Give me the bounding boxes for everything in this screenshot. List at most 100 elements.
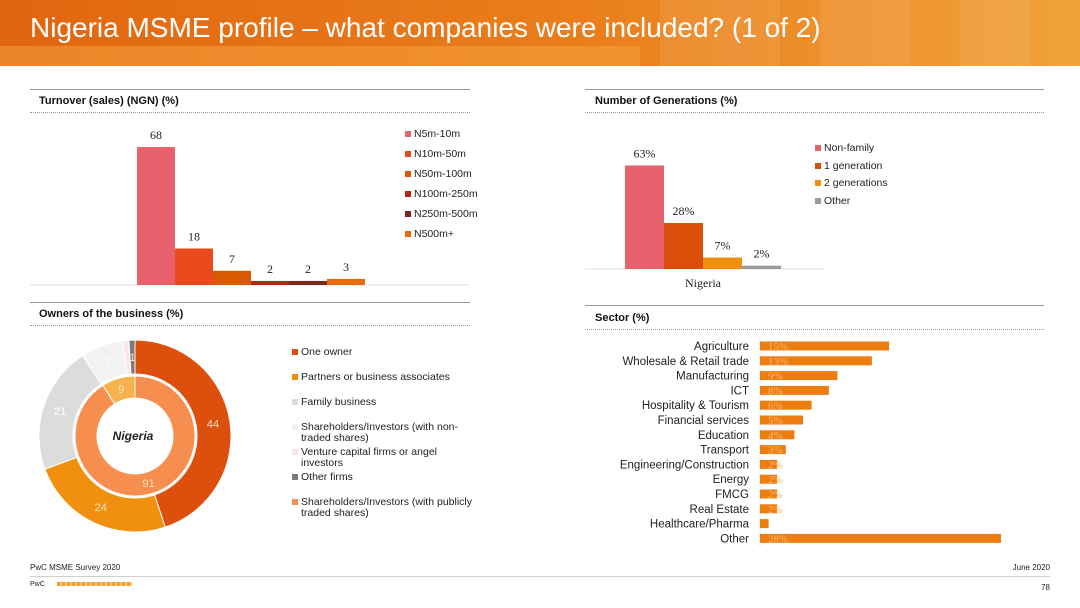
legend-swatch xyxy=(292,474,298,480)
sector-data-label-3: 9% xyxy=(768,371,783,383)
generations-legend-item-4: Other xyxy=(815,195,850,207)
sector-category-label-1: Agriculture xyxy=(694,341,749,353)
footer-date: June 2020 xyxy=(1012,563,1050,572)
turnover-data-label-4: 2 xyxy=(267,262,273,276)
legend-swatch xyxy=(405,131,411,137)
sector-bar-6 xyxy=(760,415,804,425)
sector-heading: Sector (%) xyxy=(595,312,650,324)
legend-label: 2 generations xyxy=(824,177,888,189)
donut-center-label: Nigeria xyxy=(113,429,154,443)
turnover-data-label-3: 7 xyxy=(229,252,235,266)
legend-label: Family business xyxy=(301,396,377,408)
sector-category-label-3: Manufacturing xyxy=(676,371,749,383)
legend-swatch xyxy=(292,499,298,505)
sector-bar-8 xyxy=(760,445,786,455)
sector-category-label-5: Hospitality & Tourism xyxy=(642,400,749,412)
sector-dotted-rule xyxy=(585,329,1044,330)
sector-category-label-2: Wholesale & Retail trade xyxy=(622,356,749,368)
legend-label: One owner xyxy=(301,346,353,358)
legend-label: Non-family xyxy=(824,142,875,154)
sector-category-label-8: Transport xyxy=(700,445,750,457)
legend-swatch xyxy=(815,180,821,186)
sector-data-label-14: 28% xyxy=(768,533,788,545)
legend-swatch xyxy=(405,151,411,157)
generations-bar-3 xyxy=(703,257,742,269)
sector-top-rule xyxy=(585,305,1044,306)
legend-label: Venture capital firms or angel xyxy=(301,446,437,458)
donut-outer-label-6: 1 xyxy=(129,352,135,364)
turnover-legend-item-3: N50m-100m xyxy=(405,168,472,180)
generations-data-label-3: 7% xyxy=(715,239,731,253)
generations-bar-1 xyxy=(625,165,664,269)
legend-label: N5m-10m xyxy=(414,128,461,140)
donut-center xyxy=(98,399,172,473)
generations-legend-item-2: 1 generation xyxy=(815,160,882,172)
generations-legend-item-3: 2 generations xyxy=(815,177,888,189)
donut-inner-slice-2 xyxy=(102,375,136,405)
owners-legend-item-5: Venture capital firms or angel xyxy=(292,446,437,458)
page-title: Nigeria MSME profile – what companies we… xyxy=(30,12,821,43)
turnover-data-label-2: 18 xyxy=(188,229,200,243)
owners-dotted-rule xyxy=(30,325,470,326)
legend-label: 1 generation xyxy=(824,159,883,172)
owners-legend-item-4: Shareholders/Investors (with non- xyxy=(292,421,458,433)
sector-data-label-12: 2% xyxy=(768,504,783,516)
owners-legend-item-2: Partners or business associates xyxy=(292,371,450,383)
turnover-legend-item-2: N10m-50m xyxy=(405,148,466,160)
sector-bar-3 xyxy=(760,371,838,381)
generations-bar-4 xyxy=(742,265,781,269)
legend-swatch xyxy=(292,374,298,380)
footer-rule xyxy=(30,576,1050,577)
legend-label: Shareholders/Investors (with non- xyxy=(301,421,458,433)
turnover-bar-3 xyxy=(213,270,251,285)
legend-swatch xyxy=(292,399,298,405)
sector-bar-2 xyxy=(760,356,872,366)
legend-label-continued: traded shares) xyxy=(301,507,369,519)
donut-outer-slice-6 xyxy=(128,340,136,375)
generations-heading: Number of Generations (%) xyxy=(595,95,738,107)
legend-label: Other xyxy=(824,194,851,207)
legend-label: N500m+ xyxy=(414,228,454,240)
sector-category-label-13: Healthcare/Pharma xyxy=(650,519,750,531)
legend-label-continued: investors xyxy=(301,457,344,469)
turnover-data-label-5: 2 xyxy=(305,262,311,276)
sector-category-label-11: FMCG xyxy=(715,489,749,501)
legend-label: Other firms xyxy=(301,471,353,483)
footer-source: PwC MSME Survey 2020 xyxy=(30,563,121,572)
sector-data-label-8: 3% xyxy=(768,445,783,457)
legend-swatch xyxy=(405,171,411,177)
generations-data-label-1: 63% xyxy=(634,147,656,161)
legend-swatch xyxy=(815,197,821,204)
sector-category-label-7: Education xyxy=(698,430,749,442)
sector-category-label-4: ICT xyxy=(730,385,749,397)
donut-outer-label-2: 24 xyxy=(95,502,107,514)
legend-swatch xyxy=(405,231,411,237)
sector-bar-7 xyxy=(760,430,795,440)
sector-bar-1 xyxy=(760,341,890,351)
sector-bar-10 xyxy=(760,474,778,484)
sector-bar-4 xyxy=(760,385,829,395)
legend-swatch xyxy=(292,449,298,455)
generations-data-label-4: 2% xyxy=(754,247,770,261)
turnover-legend-item-5: N250m-500m xyxy=(405,208,478,220)
turnover-legend-item-1: N5m-10m xyxy=(405,128,460,140)
turnover-data-label-6: 3 xyxy=(343,260,349,274)
legend-swatch xyxy=(292,349,298,355)
donut-outer-label-1: 44 xyxy=(207,418,219,430)
generations-top-rule xyxy=(585,89,1044,90)
legend-label: Partners or business associates xyxy=(301,371,450,383)
page-number: 78 xyxy=(1041,583,1050,592)
sector-data-label-10: 2% xyxy=(768,474,783,486)
generations-category-label: Nigeria xyxy=(685,276,722,290)
sector-data-label-4: 8% xyxy=(768,385,783,397)
owners-heading: Owners of the business (%) xyxy=(39,308,184,320)
turnover-data-label-1: 68 xyxy=(150,128,162,142)
turnover-bar-1 xyxy=(137,147,175,285)
owners-legend-item-6: Other firms xyxy=(292,471,353,483)
generations-chart: 63% 28% 7% 2% Nigeria xyxy=(585,147,825,290)
sector-data-label-6: 5% xyxy=(768,415,783,427)
legend-swatch xyxy=(292,424,298,430)
owners-top-rule xyxy=(30,302,470,303)
owners-legend-item-7: Shareholders/Investors (with publicly xyxy=(292,496,472,508)
turnover-heading: Turnover (sales) (NGN) (%) xyxy=(39,95,179,107)
